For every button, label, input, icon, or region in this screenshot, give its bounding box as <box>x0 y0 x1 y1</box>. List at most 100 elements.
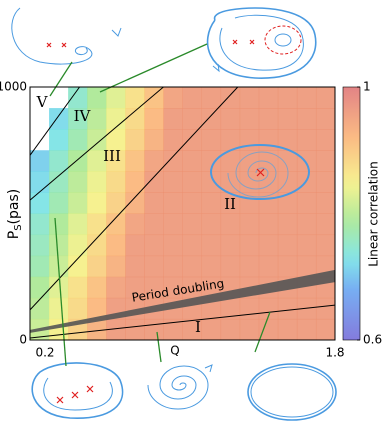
heat-cell <box>315 318 336 341</box>
heat-cell <box>163 255 183 278</box>
heat-cell <box>144 171 164 193</box>
colorbar <box>342 86 361 341</box>
heat-cell <box>87 213 107 236</box>
heat-cell <box>239 213 260 236</box>
heat-cell <box>106 192 126 214</box>
heat-cell <box>163 192 183 214</box>
heat-cell <box>201 150 222 172</box>
heat-cell <box>163 171 183 193</box>
y-label-sub: S <box>13 224 24 230</box>
heat-cell <box>87 108 107 130</box>
heat-cell <box>87 255 107 278</box>
heat-cell <box>30 150 50 172</box>
heat-cell <box>277 213 298 236</box>
heat-cell <box>296 318 317 341</box>
heat-cell <box>315 87 336 109</box>
heat-cell <box>144 255 164 278</box>
heat-cell <box>239 297 260 320</box>
heat-cell <box>125 213 145 236</box>
heat-cell <box>106 276 126 299</box>
plot-frame <box>29 86 336 341</box>
heat-cell <box>201 192 222 214</box>
heat-cell <box>106 255 126 278</box>
heat-cell <box>49 213 69 236</box>
heat-cell <box>220 150 241 172</box>
heat-cell <box>49 150 69 172</box>
heat-cell <box>220 297 241 320</box>
heat-cell <box>163 276 183 299</box>
heat-cell <box>201 213 222 236</box>
heat-cell <box>239 108 260 130</box>
heat-cell <box>49 318 69 341</box>
heat-cell <box>163 318 183 341</box>
heat-cell <box>258 129 279 151</box>
heat-cell <box>296 234 317 257</box>
heat-cell <box>125 129 145 151</box>
heat-cell <box>106 150 126 172</box>
heat-cell <box>258 318 279 341</box>
y-label-main: P <box>6 231 22 239</box>
heat-cell <box>163 108 183 130</box>
heat-cell <box>315 150 336 172</box>
heat-cell <box>182 171 203 193</box>
heat-cell <box>49 129 69 151</box>
heat-cell <box>163 150 183 172</box>
heat-cell <box>163 234 183 257</box>
heat-cell <box>258 213 279 236</box>
heat-cell <box>30 234 50 257</box>
heat-cell <box>296 213 317 236</box>
heat-cell <box>106 318 126 341</box>
heat-cell <box>30 171 50 193</box>
region-boundary <box>29 86 80 156</box>
heat-cell <box>182 87 203 109</box>
region-boundary <box>29 86 164 201</box>
heat-cell <box>296 108 317 130</box>
heat-cell <box>277 108 298 130</box>
heat-cell <box>220 192 241 214</box>
heat-cell <box>220 129 241 151</box>
x-tick-label: 1.8 <box>325 346 344 360</box>
heat-cell <box>125 171 145 193</box>
heat-cell <box>182 234 203 257</box>
heat-cell <box>30 255 50 278</box>
heat-cell <box>106 87 126 109</box>
y-label: PS(pas) <box>6 189 24 240</box>
heat-cell <box>201 318 222 341</box>
heat-cell <box>87 297 107 320</box>
heat-cell <box>87 129 107 151</box>
inset-bottom-left <box>31 362 124 419</box>
heat-cell <box>68 171 88 193</box>
heat-cell <box>182 318 203 341</box>
heat-cell <box>144 213 164 236</box>
heat-cell <box>182 276 203 299</box>
heat-cell <box>201 276 222 299</box>
heat-cell <box>296 150 317 172</box>
region-label: IV <box>74 107 92 125</box>
x-tick-label: 0.2 <box>35 346 54 360</box>
x-label: Q <box>170 344 179 358</box>
heat-cell <box>182 129 203 151</box>
heat-cell <box>201 234 222 257</box>
heat-cell <box>30 297 50 320</box>
heat-cell <box>182 150 203 172</box>
connectors <box>49 43 271 367</box>
heat-cell <box>144 129 164 151</box>
heat-cell <box>315 297 336 320</box>
heat-cell <box>144 276 164 299</box>
heat-cell <box>239 87 260 109</box>
heat-cell <box>201 108 222 130</box>
heat-cell <box>49 297 69 320</box>
heat-cell <box>277 255 298 278</box>
heat-cell <box>49 171 69 193</box>
heat-cell <box>239 234 260 257</box>
heat-cell <box>182 108 203 130</box>
heat-cell <box>87 318 107 341</box>
heat-cell <box>277 234 298 257</box>
heat-cell <box>220 87 241 109</box>
heat-cell <box>106 213 126 236</box>
heat-cell <box>125 318 145 341</box>
heat-cell <box>68 108 88 130</box>
heat-cell <box>220 318 241 341</box>
heat-cell <box>68 276 88 299</box>
